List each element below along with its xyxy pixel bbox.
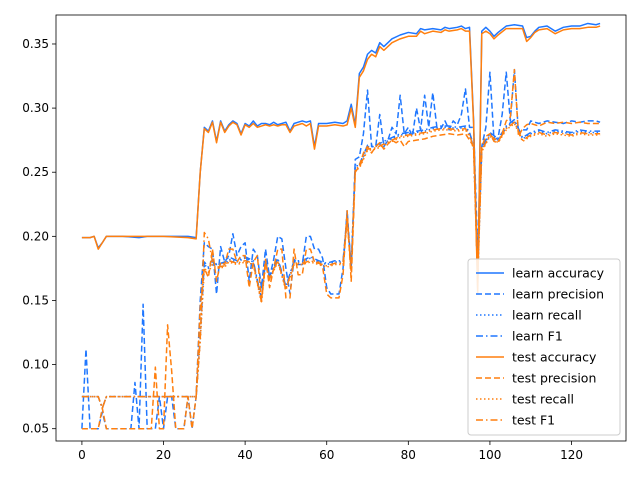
- series-test-f1: [81, 121, 601, 409]
- legend-label-learn-precision: learn precision: [512, 287, 604, 302]
- y-tick-label: 0.30: [22, 101, 49, 115]
- y-tick-label: 0.15: [22, 293, 49, 307]
- y-tick-label: 0.05: [22, 422, 49, 436]
- x-tick-label: 80: [401, 448, 416, 462]
- legend-label-learn-recall: learn recall: [512, 308, 582, 323]
- legend-label-test-f1: test F1: [512, 413, 555, 428]
- x-tick-label: 0: [78, 448, 86, 462]
- series-test-accuracy: [81, 25, 601, 295]
- series-learn-f1: [81, 118, 601, 409]
- legend-box: [467, 258, 621, 436]
- legend-label-test-accuracy: test accuracy: [512, 350, 597, 365]
- series-layer: [81, 22, 601, 430]
- y-tick-label: 0.35: [22, 37, 49, 51]
- legend-label-test-precision: test precision: [512, 371, 596, 386]
- legend-label-learn-accuracy: learn accuracy: [512, 266, 605, 281]
- plot-frame: [55, 14, 627, 442]
- legend-label-learn-f1: learn F1: [512, 329, 563, 344]
- y-axis: 0.05 0.10 0.15 0.20 0.25 0.30 0.35: [22, 37, 56, 436]
- x-tick-label: 100: [478, 448, 501, 462]
- x-tick-label: 20: [156, 448, 171, 462]
- legend-label-test-recall: test recall: [512, 392, 574, 407]
- y-tick-label: 0.10: [22, 358, 49, 372]
- series-test-precision: [81, 68, 601, 430]
- legend: learn accuracy learn precision learn recal…: [467, 258, 621, 436]
- x-tick-label: 120: [560, 448, 583, 462]
- y-tick-label: 0.20: [22, 229, 49, 243]
- x-tick-label: 40: [237, 448, 252, 462]
- x-axis: 0 20 40 60 80 100 120: [78, 441, 583, 462]
- series-learn-accuracy: [81, 22, 601, 289]
- x-tick-label: 60: [319, 448, 334, 462]
- y-tick-label: 0.25: [22, 165, 49, 179]
